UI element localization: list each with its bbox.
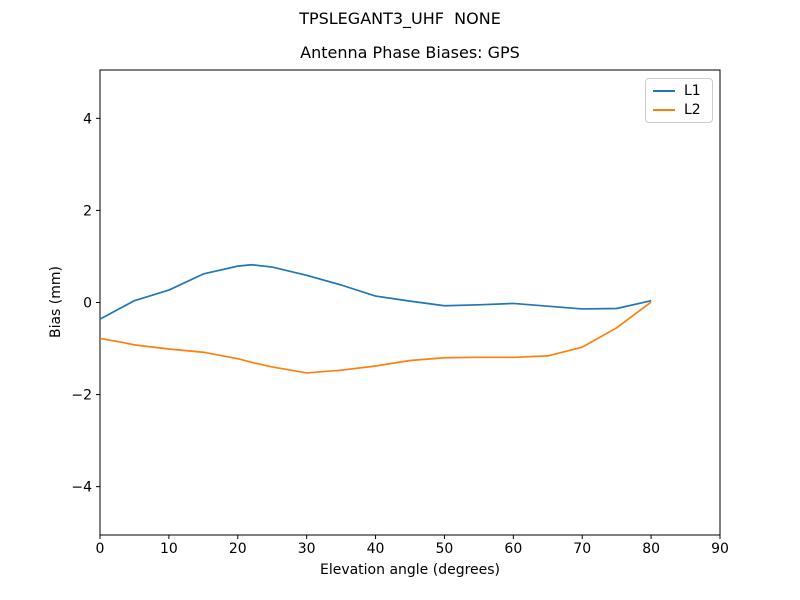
series-line-l2	[99, 301, 652, 374]
legend-label-l1: L1	[684, 83, 701, 100]
x-tick-label: 40	[367, 541, 385, 557]
x-tick-label: 70	[573, 541, 591, 557]
l2-line-swatch	[653, 108, 675, 111]
x-tick-label: 0	[96, 541, 105, 557]
series-line-l1	[99, 263, 652, 320]
legend-entry-l2: L2	[653, 103, 705, 117]
l1-line-swatch	[653, 90, 675, 93]
x-tick-label: 90	[711, 541, 729, 557]
x-tick-label: 10	[160, 541, 178, 557]
x-tick-label: 30	[298, 541, 316, 557]
x-tick-label: 60	[504, 541, 522, 557]
axes-spines	[99, 69, 721, 536]
legend-entry-l1: L1	[653, 84, 705, 98]
y-tick-label: 2	[83, 203, 92, 219]
legend: L1 L2	[645, 78, 713, 123]
y-tick-label: 0	[83, 296, 92, 312]
axes-title: Antenna Phase Biases: GPS	[300, 43, 520, 62]
x-tick-label: 20	[229, 541, 247, 557]
y-tick-label: 4	[83, 111, 92, 127]
x-axis-label: Elevation angle (degrees)	[319, 562, 501, 578]
x-tick-label: 80	[642, 541, 660, 557]
y-axis-label: Bias (mm)	[48, 265, 64, 339]
y-tick-label: −2	[71, 388, 92, 404]
x-tick-label: 50	[436, 541, 454, 557]
legend-label-l2: L2	[684, 101, 701, 118]
y-tick-label: −4	[71, 480, 92, 496]
figure-title: TPSLEGANT3_UHF NONE	[299, 9, 501, 28]
